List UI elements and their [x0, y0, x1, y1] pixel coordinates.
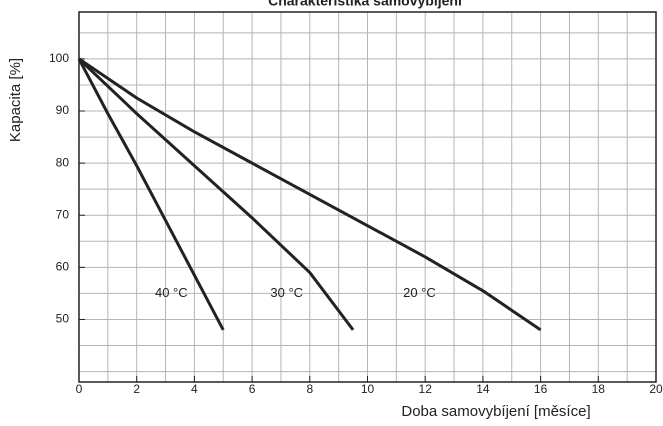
- y-axis-label: Kapacita [%]: [7, 58, 24, 142]
- y-tick-label: 60: [56, 260, 70, 274]
- x-tick-label: 16: [534, 382, 548, 396]
- x-tick-label: 18: [592, 382, 606, 396]
- chart-title: Charakteristika samovybíjení: [268, 0, 463, 9]
- x-tick-label: 6: [249, 382, 256, 396]
- plot-frame: [78, 11, 657, 383]
- x-tick-label: 12: [419, 382, 433, 396]
- y-tick-label: 70: [56, 207, 70, 221]
- line-series: [77, 57, 355, 331]
- x-tick-label: 8: [306, 382, 313, 396]
- x-tick-label: 2: [133, 382, 140, 396]
- y-tick-label: 90: [56, 103, 70, 117]
- x-tick-label: 20: [649, 382, 663, 396]
- line-series: [77, 58, 225, 331]
- x-tick-label: 0: [76, 382, 83, 396]
- series-label: 30 °C: [270, 285, 303, 300]
- x-tick-label: 14: [476, 382, 490, 396]
- series-label: 20 °C: [403, 285, 436, 300]
- series-label: 40 °C: [155, 285, 188, 300]
- x-axis-label: Doba samovybíjení [měsíce]: [401, 403, 590, 420]
- y-tick-label: 100: [49, 51, 69, 65]
- y-tick-label: 80: [56, 155, 70, 169]
- line-series: [78, 57, 542, 332]
- y-tick-label: 50: [56, 312, 70, 326]
- x-tick-label: 4: [191, 382, 198, 396]
- x-tick-label: 10: [361, 382, 375, 396]
